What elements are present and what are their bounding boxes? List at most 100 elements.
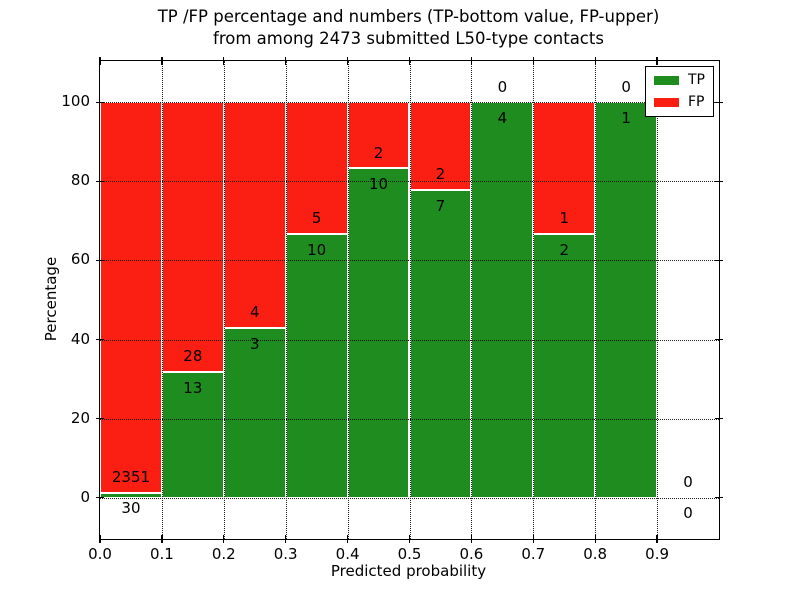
x-tick-mark bbox=[223, 535, 225, 543]
y-tick-label: 40 bbox=[70, 329, 90, 348]
x-tick-mark bbox=[346, 535, 349, 543]
x-tick-mark bbox=[408, 535, 411, 543]
y-tick-mark-right bbox=[715, 180, 723, 183]
tp-count-label: 3 bbox=[249, 335, 260, 354]
gridline-vertical bbox=[409, 61, 411, 539]
fp-count-label: 2351 bbox=[111, 467, 151, 486]
x-tick-mark-top bbox=[285, 57, 287, 65]
x-tick-label: 0.0 bbox=[88, 545, 112, 563]
plot-area: 0.0 0.1 0.2 0.3 0.4 0.5 0.6 0.7 0.8 0.9 0 20 40 60 80 1… bbox=[61, 57, 723, 563]
legend-label-tp: TP bbox=[688, 72, 705, 88]
gridline-vertical bbox=[223, 61, 225, 539]
tp-count-label: 30 bbox=[121, 499, 141, 518]
x-tick-label: 0.1 bbox=[149, 545, 174, 563]
x-tick-mark-top bbox=[594, 57, 596, 65]
gridline-vertical bbox=[657, 61, 659, 539]
y-tick-mark-right bbox=[715, 417, 723, 420]
x-tick-label: 0.7 bbox=[521, 545, 546, 563]
fp-count-label: 2 bbox=[435, 165, 446, 184]
bar-tp-segment bbox=[595, 102, 658, 498]
x-tick-label: 0.3 bbox=[273, 545, 298, 563]
tp-count-label: 4 bbox=[497, 109, 508, 128]
fp-count-label: 5 bbox=[311, 209, 322, 228]
gridline-vertical bbox=[285, 61, 287, 539]
bar-tp-segment bbox=[409, 190, 472, 498]
y-tick-label: 0 bbox=[80, 487, 90, 506]
x-tick-mark bbox=[594, 535, 596, 543]
y-tick-mark bbox=[96, 496, 104, 499]
legend: TP FP bbox=[645, 66, 714, 117]
y-axis-label: Percentage bbox=[42, 256, 60, 342]
legend-swatch-tp-icon bbox=[654, 76, 679, 85]
tp-count-label: 0 bbox=[683, 504, 693, 523]
chart-title: TP /FP percentage and numbers (TP-bottom… bbox=[99, 6, 718, 50]
fp-count-label: 1 bbox=[559, 209, 570, 228]
x-axis-label: Predicted probability bbox=[330, 562, 487, 580]
bar-tp-segment bbox=[533, 234, 596, 498]
y-tick-label: 20 bbox=[70, 408, 90, 427]
bar-tp-segment bbox=[347, 168, 410, 498]
bar-fp-segment bbox=[161, 102, 224, 373]
bar-tp-segment bbox=[285, 234, 348, 498]
x-tick-mark bbox=[161, 535, 163, 543]
x-tick-mark-top bbox=[346, 57, 349, 65]
tp-count-label: 10 bbox=[307, 240, 327, 259]
legend-swatch-fp-icon bbox=[654, 98, 679, 107]
legend-label-fp: FP bbox=[688, 94, 705, 110]
bar-fp-segment bbox=[409, 102, 472, 191]
x-tick-mark bbox=[470, 535, 473, 543]
bar-tp-segment bbox=[223, 328, 286, 498]
bar-fp-segment bbox=[100, 102, 162, 493]
y-tick-mark-right bbox=[715, 338, 723, 341]
x-tick-mark-top bbox=[161, 57, 163, 65]
fp-count-label: 28 bbox=[183, 347, 203, 366]
bar-tp-segment bbox=[161, 372, 224, 498]
y-tick-mark bbox=[96, 259, 104, 262]
fp-count-label: 0 bbox=[497, 77, 508, 96]
x-tick-mark-top bbox=[99, 57, 101, 65]
fp-count-label: 0 bbox=[683, 472, 693, 491]
y-tick-mark bbox=[96, 101, 104, 104]
bar-tp-segment bbox=[471, 102, 534, 498]
x-tick-mark-top bbox=[656, 57, 658, 65]
legend-item-tp: TP bbox=[654, 72, 705, 89]
x-tick-mark-top bbox=[470, 57, 473, 65]
y-tick-mark bbox=[96, 338, 104, 341]
y-tick-label: 80 bbox=[70, 171, 90, 190]
bar-tp-segment bbox=[100, 492, 162, 498]
y-tick-mark-right bbox=[715, 259, 723, 262]
legend-item-fp: FP bbox=[654, 94, 705, 111]
x-tick-mark bbox=[99, 535, 101, 543]
bar-fp-segment bbox=[285, 102, 348, 235]
x-tick-label: 0.2 bbox=[211, 545, 236, 563]
y-tick-label: 100 bbox=[61, 92, 90, 111]
x-tick-label: 0.8 bbox=[583, 545, 608, 563]
gridline-vertical bbox=[347, 61, 349, 539]
tp-count-label: 2 bbox=[559, 240, 570, 259]
fp-count-label: 4 bbox=[249, 303, 260, 322]
x-tick-mark bbox=[532, 535, 534, 543]
y-tick-mark bbox=[96, 180, 104, 183]
gridline-vertical bbox=[595, 61, 597, 539]
y-tick-mark-right bbox=[715, 101, 723, 104]
tp-count-label: 10 bbox=[369, 175, 389, 194]
fp-count-label: 2 bbox=[373, 143, 384, 162]
tp-count-label: 7 bbox=[435, 197, 446, 216]
x-tick-mark bbox=[285, 535, 287, 543]
chart-title-line1: TP /FP percentage and numbers (TP-bottom… bbox=[157, 7, 660, 26]
gridline-vertical bbox=[533, 61, 535, 539]
x-tick-mark-top bbox=[223, 57, 225, 65]
x-tick-mark-top bbox=[532, 57, 534, 65]
bar-fp-segment bbox=[223, 102, 286, 329]
gridline-vertical bbox=[471, 61, 473, 539]
y-tick-mark-right bbox=[715, 496, 723, 499]
x-tick-label: 0.6 bbox=[459, 545, 484, 563]
tp-count-label: 13 bbox=[183, 379, 203, 398]
tp-count-label: 1 bbox=[621, 109, 631, 128]
x-tick-label: 0.9 bbox=[645, 545, 670, 563]
x-tick-mark-top bbox=[408, 57, 411, 65]
x-tick-mark bbox=[656, 535, 658, 543]
x-tick-label: 0.4 bbox=[335, 545, 360, 563]
y-tick-mark bbox=[96, 417, 104, 420]
